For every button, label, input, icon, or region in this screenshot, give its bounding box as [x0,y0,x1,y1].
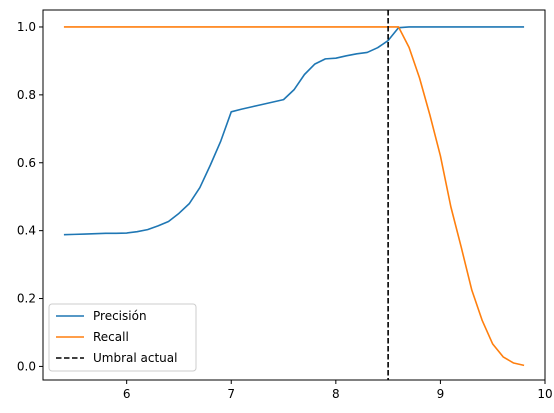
x-tick-label: 6 [123,387,131,401]
series-group [63,10,525,380]
x-tick-label: 10 [537,387,552,401]
legend-box [48,303,197,372]
x-tick-label: 7 [227,387,235,401]
legend: Precisión Recall Umbral actual [48,303,197,372]
x-axis: 6 7 8 9 10 [123,380,553,401]
y-axis: 0.0 0.2 0.4 0.6 0.8 1.0 [17,20,43,373]
y-tick-label: 0.0 [17,359,36,373]
y-tick-label: 1.0 [17,20,36,34]
legend-recall-label: Recall [93,330,129,344]
legend-precision-label: Precisión [93,309,147,323]
x-tick-label: 9 [437,387,445,401]
y-tick-label: 0.6 [17,156,36,170]
recall-line [63,26,525,367]
legend-threshold-label: Umbral actual [93,351,177,365]
y-tick-label: 0.2 [17,292,36,306]
y-tick-label: 0.8 [17,88,36,102]
precision-line [63,26,525,236]
y-tick-label: 0.4 [17,224,36,238]
x-tick-label: 8 [332,387,340,401]
